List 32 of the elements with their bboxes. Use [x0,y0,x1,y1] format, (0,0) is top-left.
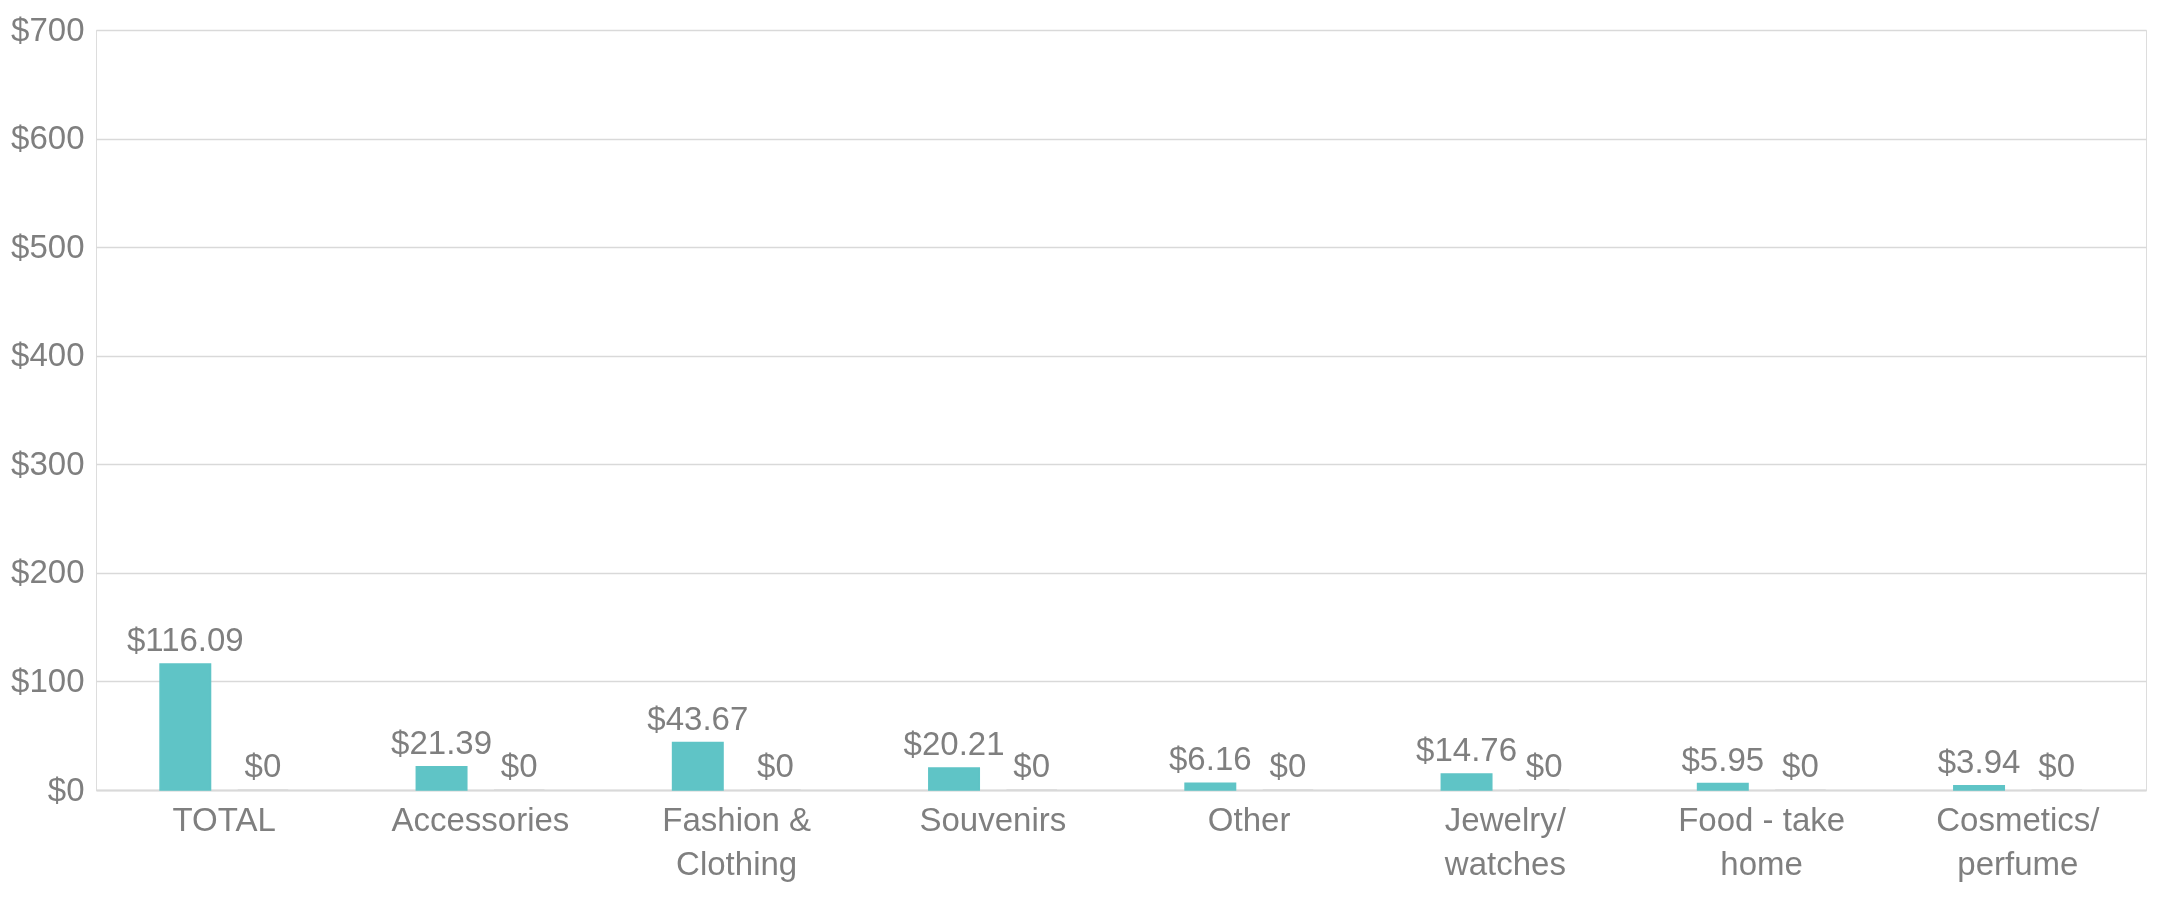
data-label: $0 [1782,747,1819,784]
x-tick-label: Accessories [391,800,570,838]
x-tick-label: Food - take home [1678,800,1846,882]
data-label: $6.16 [1169,740,1252,778]
y-tick-label: $500 [11,227,85,265]
y-tick-label: $600 [11,119,85,157]
y-tick-label: $100 [11,661,85,699]
data-label: $0 [1013,747,1051,784]
y-tick-label: $200 [11,553,85,591]
data-label: $21.39 [391,723,493,761]
y-tick-label: $400 [11,336,85,374]
data-label: $14.76 [1416,730,1518,768]
y-tick-label: $0 [47,770,85,808]
data-label: $20.21 [903,725,1005,763]
x-tick-label: Souvenirs [919,800,1067,838]
x-tick-label: Jewelry/ watches [1443,800,1567,882]
data-label: $0 [244,747,282,784]
data-label: $0 [1525,747,1563,784]
y-tick-label: $300 [11,444,85,482]
y-tick-label: $700 [11,10,85,48]
x-tick-label: Cosmetics/ perfume [1936,800,2101,882]
data-label: $3.94 [1937,742,2021,780]
data-label: $0 [1269,747,1307,784]
x-tick-label: Fashion & Clothing [662,800,811,882]
data-label: $43.67 [647,699,749,737]
data-label: $0 [500,747,538,784]
x-tick-label: TOTAL [172,800,276,838]
data-label: $116.09 [126,620,244,658]
data-label: $0 [757,747,794,784]
x-tick-label: Other [1207,800,1291,838]
data-label: $0 [2038,747,2076,784]
data-label: $5.95 [1681,740,1765,778]
